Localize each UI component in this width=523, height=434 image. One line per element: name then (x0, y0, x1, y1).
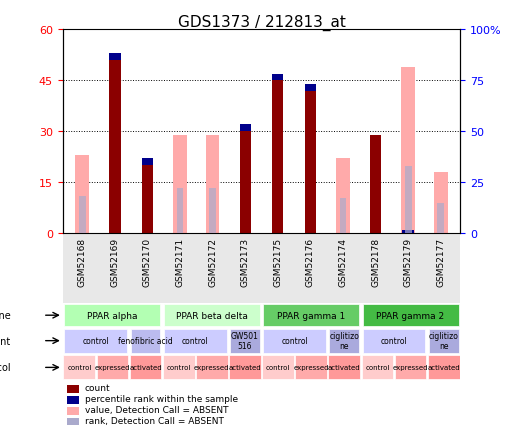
Bar (164, 305, 260, 326)
Text: activated: activated (328, 365, 361, 371)
Bar (361, 355, 393, 380)
Bar (63, 355, 95, 380)
Text: control: control (266, 365, 290, 371)
Text: count: count (85, 383, 110, 392)
Text: GDS1373 / 212813_at: GDS1373 / 212813_at (178, 15, 345, 31)
Bar (177, 189, 184, 233)
Text: ciglitizo
ne: ciglitizo ne (329, 331, 359, 351)
Bar (196, 355, 228, 380)
Bar (240, 125, 251, 132)
Text: control: control (83, 336, 109, 345)
Text: GW501
516: GW501 516 (231, 331, 259, 351)
Bar (336, 159, 350, 233)
Text: ciglitizo
ne: ciglitizo ne (429, 331, 459, 351)
Text: fenofibric acid: fenofibric acid (118, 336, 173, 345)
Bar (206, 135, 220, 233)
Bar (339, 199, 346, 233)
Text: cell line: cell line (0, 310, 11, 320)
Text: value, Detection Call = ABSENT: value, Detection Call = ABSENT (85, 405, 228, 414)
Bar (362, 305, 459, 326)
Text: PPAR alpha: PPAR alpha (87, 311, 138, 320)
Text: expressed: expressed (393, 365, 428, 371)
Bar (402, 230, 414, 237)
Bar (164, 329, 226, 353)
Text: GSM52175: GSM52175 (274, 237, 282, 286)
Bar (67, 418, 78, 426)
Bar (272, 74, 283, 81)
Bar (437, 203, 444, 233)
Text: expressed: expressed (293, 365, 329, 371)
Text: GSM52172: GSM52172 (208, 237, 217, 286)
Bar (305, 88, 316, 233)
Text: GSM52177: GSM52177 (436, 237, 445, 286)
Text: control: control (281, 336, 308, 345)
Bar (434, 173, 448, 233)
Text: control: control (381, 336, 407, 345)
Text: GSM52170: GSM52170 (143, 237, 152, 286)
Text: PPAR gamma 1: PPAR gamma 1 (277, 311, 345, 320)
Text: GSM52168: GSM52168 (78, 237, 87, 286)
Bar (79, 197, 86, 233)
Bar (163, 355, 195, 380)
Text: GSM52174: GSM52174 (338, 237, 347, 286)
Text: control: control (67, 365, 92, 371)
Text: control: control (182, 336, 209, 345)
Bar (142, 162, 153, 233)
Bar (328, 355, 360, 380)
Text: GSM52179: GSM52179 (404, 237, 413, 286)
Bar (295, 355, 327, 380)
Bar (173, 135, 187, 233)
Bar (109, 54, 121, 61)
Bar (272, 78, 283, 233)
Text: GSM52176: GSM52176 (306, 237, 315, 286)
Text: PPAR beta delta: PPAR beta delta (176, 311, 248, 320)
Text: percentile rank within the sample: percentile rank within the sample (85, 394, 238, 403)
Bar (209, 189, 216, 233)
Text: control: control (166, 365, 191, 371)
Text: GSM52173: GSM52173 (241, 237, 249, 286)
Text: control: control (365, 365, 390, 371)
Bar (64, 329, 128, 353)
Bar (67, 407, 78, 415)
Bar (131, 329, 161, 353)
Text: agent: agent (0, 336, 11, 346)
Text: expressed: expressed (95, 365, 130, 371)
Bar (67, 396, 78, 404)
Text: expressed: expressed (194, 365, 230, 371)
Text: protocol: protocol (0, 362, 11, 372)
Bar (97, 355, 128, 380)
Bar (429, 329, 459, 353)
Bar (428, 355, 460, 380)
Text: activated: activated (129, 365, 162, 371)
Bar (142, 159, 153, 166)
Bar (67, 385, 78, 393)
Bar (305, 85, 316, 91)
Bar (109, 57, 121, 233)
Text: GSM52171: GSM52171 (176, 237, 185, 286)
Bar (64, 305, 161, 326)
Bar (263, 329, 326, 353)
Bar (229, 355, 261, 380)
Text: GSM52178: GSM52178 (371, 237, 380, 286)
Bar (401, 68, 415, 233)
Bar (329, 329, 359, 353)
Text: activated: activated (427, 365, 460, 371)
Bar (405, 167, 412, 233)
Bar (395, 355, 426, 380)
Bar (130, 355, 162, 380)
Bar (263, 305, 359, 326)
Bar (262, 355, 294, 380)
Text: rank, Detection Call = ABSENT: rank, Detection Call = ABSENT (85, 416, 223, 425)
Bar (240, 128, 251, 233)
Bar (230, 329, 260, 353)
Bar (362, 329, 426, 353)
Text: activated: activated (229, 365, 262, 371)
Bar (370, 135, 381, 233)
Bar (75, 156, 89, 233)
Text: GSM52169: GSM52169 (110, 237, 119, 286)
Text: PPAR gamma 2: PPAR gamma 2 (377, 311, 445, 320)
